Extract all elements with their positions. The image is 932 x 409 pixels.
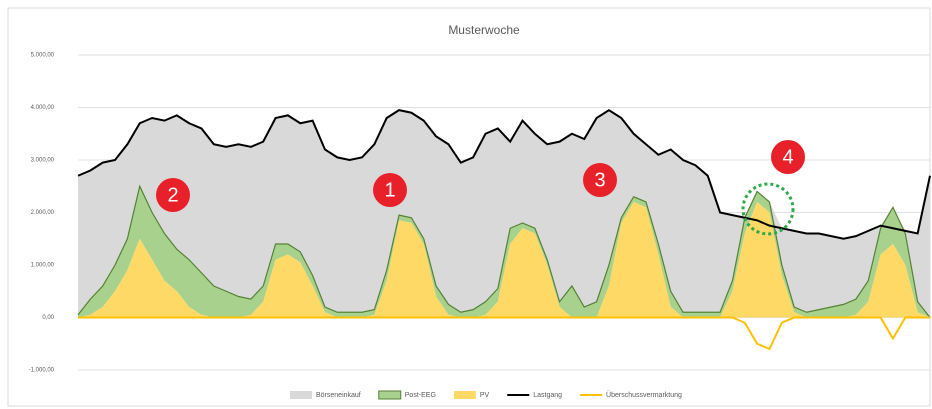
line: [77, 108, 931, 240]
legend-label: Überschussvermarktung: [606, 391, 682, 399]
legend-swatch: [290, 391, 312, 399]
annotation-marker: [156, 178, 190, 212]
highlight-circle: [741, 182, 795, 236]
legend-label: Lastgang: [533, 392, 562, 399]
y-tick-label: -1.000,00: [29, 368, 55, 374]
legend-swatch: [378, 390, 402, 400]
y-tick-label: 0,00: [42, 315, 54, 321]
legend-label: Börseneinkauf: [316, 392, 361, 399]
y-tick-label: 4.000,00: [31, 105, 55, 111]
area: [78, 202, 930, 318]
annotation-label: 1: [384, 179, 395, 201]
y-tick-label: 3.000,00: [31, 158, 55, 164]
annotation-marker: [583, 163, 617, 197]
legend-label: PV: [480, 392, 490, 399]
chart-title: Musterwoche: [448, 23, 520, 37]
legend-label: Post-EEG: [405, 392, 436, 399]
area-outline: [77, 184, 931, 318]
annotation-label: 4: [782, 146, 793, 168]
annotation-marker: [373, 173, 407, 207]
annotation-marker: [771, 140, 805, 174]
annotation-label: 3: [594, 169, 605, 191]
area: [78, 110, 930, 318]
legend-swatch: [453, 391, 476, 399]
annotation-label: 2: [167, 184, 178, 206]
y-tick-label: 2.000,00: [31, 210, 55, 216]
y-tick-label: 5.000,00: [31, 53, 55, 59]
y-tick-label: 1.000,00: [31, 263, 55, 269]
line: [78, 316, 930, 351]
